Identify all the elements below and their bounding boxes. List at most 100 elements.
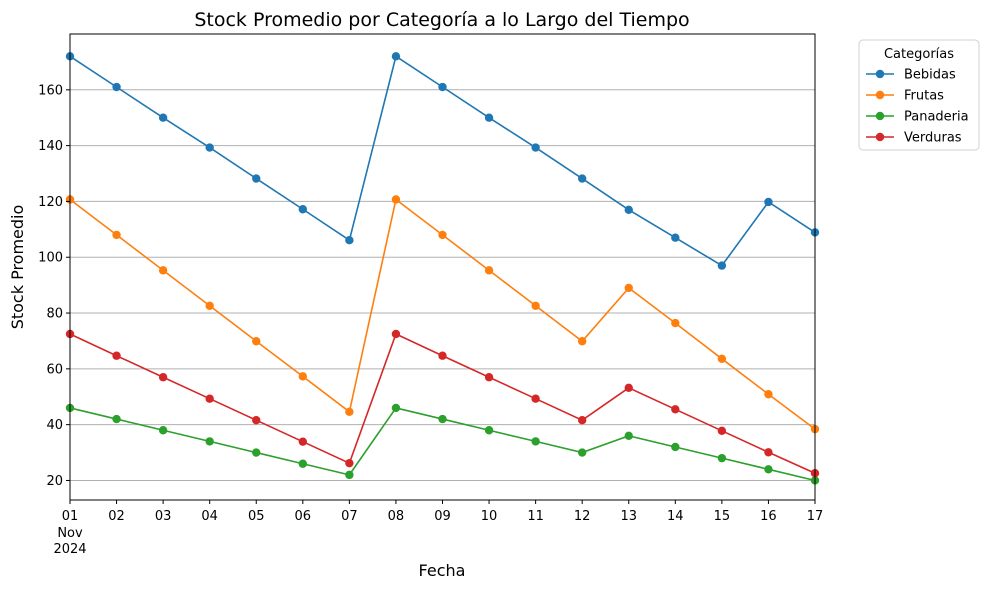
x-tick-label: 02 <box>108 509 125 524</box>
legend-label-bebidas: Bebidas <box>904 68 956 83</box>
x-tick-label: 15 <box>714 509 731 524</box>
x-tick-label: 17 <box>807 509 824 524</box>
data-point-verduras <box>391 329 401 339</box>
x-axis-ticks: 01 02 03 04 05 06 07 08 09 10 11 12 13 14 15 16 17 <box>62 500 824 524</box>
legend: Categorías Bebidas Frutas Panaderia Verdura… <box>858 39 980 151</box>
data-point-panaderia <box>717 453 727 463</box>
data-point-bebidas <box>438 82 447 92</box>
x-axis-month-label: Nov <box>57 526 83 541</box>
x-tick-label: 13 <box>620 509 637 524</box>
y-axis-ticks: 20 40 60 80 100 120 140 160 <box>38 83 70 489</box>
x-tick-label: 07 <box>341 509 358 524</box>
data-point-frutas <box>158 266 168 275</box>
data-point-verduras <box>345 458 354 468</box>
data-point-frutas <box>671 318 680 328</box>
y-tick-label: 60 <box>46 362 63 377</box>
x-tick-label: 11 <box>527 509 544 524</box>
legend-marker-verduras <box>875 132 885 142</box>
data-point-bebidas <box>158 113 168 122</box>
x-tick-label: 12 <box>574 509 591 524</box>
data-point-verduras <box>438 351 447 360</box>
y-tick-label: 120 <box>38 195 63 210</box>
data-point-frutas <box>764 390 773 399</box>
data-point-frutas <box>252 337 261 346</box>
data-point-frutas <box>531 301 540 310</box>
x-tick-label: 14 <box>667 509 684 524</box>
data-point-panaderia <box>391 403 401 413</box>
y-tick-label: 20 <box>46 474 63 489</box>
chart-title: Stock Promedio por Categoría a lo Largo … <box>194 9 689 31</box>
data-point-panaderia <box>671 442 680 452</box>
data-point-panaderia <box>345 470 354 480</box>
x-tick-label: 04 <box>201 509 218 524</box>
x-tick-label: 01 <box>62 509 79 524</box>
data-point-panaderia <box>577 448 587 457</box>
plot-area-frame <box>69 33 816 501</box>
data-point-verduras <box>531 394 540 403</box>
data-point-verduras <box>624 383 633 393</box>
data-point-verduras <box>717 426 727 435</box>
series-points <box>65 52 820 485</box>
x-tick-label: 09 <box>434 509 451 524</box>
data-point-verduras <box>158 373 168 382</box>
data-point-panaderia <box>205 437 214 446</box>
data-point-frutas <box>391 195 401 204</box>
data-point-verduras <box>252 415 261 425</box>
x-tick-label: 16 <box>760 509 777 524</box>
legend-marker-bebidas <box>875 69 885 79</box>
data-point-verduras <box>298 437 308 446</box>
x-axis-year-label: 2024 <box>53 542 86 557</box>
data-point-verduras <box>484 373 494 382</box>
data-point-bebidas <box>112 82 121 92</box>
data-point-verduras <box>112 351 121 360</box>
data-point-bebidas <box>205 143 214 152</box>
data-point-panaderia <box>158 426 168 435</box>
data-point-bebidas <box>252 174 261 183</box>
data-point-panaderia <box>298 459 308 468</box>
y-tick-label: 100 <box>38 251 63 266</box>
legend-title: Categorías <box>884 47 954 62</box>
data-point-frutas <box>438 230 447 240</box>
data-point-panaderia <box>764 465 773 474</box>
data-point-bebidas <box>298 205 308 214</box>
data-point-verduras <box>205 394 214 403</box>
legend-label-verduras: Verduras <box>904 131 962 146</box>
data-point-verduras <box>577 415 587 425</box>
legend-marker-panaderia <box>875 111 885 121</box>
data-point-bebidas <box>671 233 680 242</box>
legend-marker-frutas <box>875 90 885 100</box>
data-point-bebidas <box>391 52 401 61</box>
x-tick-label: 03 <box>155 509 172 524</box>
data-point-panaderia <box>112 414 121 424</box>
data-point-verduras <box>671 405 680 414</box>
data-point-bebidas <box>577 174 587 183</box>
x-tick-label: 05 <box>248 509 265 524</box>
data-point-frutas <box>205 301 214 310</box>
data-point-frutas <box>624 283 633 293</box>
data-point-panaderia <box>624 431 633 441</box>
data-point-panaderia <box>252 448 261 457</box>
legend-box <box>858 39 980 151</box>
data-point-frutas <box>345 407 354 417</box>
data-point-frutas <box>298 372 308 381</box>
x-axis-title: Fecha <box>419 561 466 580</box>
data-point-frutas <box>717 354 727 364</box>
data-point-panaderia <box>484 426 494 435</box>
data-point-panaderia <box>438 414 447 424</box>
data-point-bebidas <box>764 197 773 207</box>
data-point-panaderia <box>531 437 540 446</box>
y-tick-label: 80 <box>46 307 63 322</box>
data-point-bebidas <box>345 236 354 245</box>
grid-lines <box>70 89 815 481</box>
x-tick-label: 08 <box>388 509 405 524</box>
data-point-frutas <box>112 230 121 240</box>
legend-items: Bebidas Frutas Panaderia Verduras <box>866 68 969 146</box>
legend-label-panaderia: Panaderia <box>904 110 969 125</box>
data-point-bebidas <box>624 205 633 214</box>
y-tick-label: 160 <box>38 83 63 98</box>
y-tick-label: 140 <box>38 139 63 154</box>
data-point-bebidas <box>531 143 540 152</box>
data-point-bebidas <box>484 113 494 122</box>
x-tick-label: 06 <box>295 509 312 524</box>
